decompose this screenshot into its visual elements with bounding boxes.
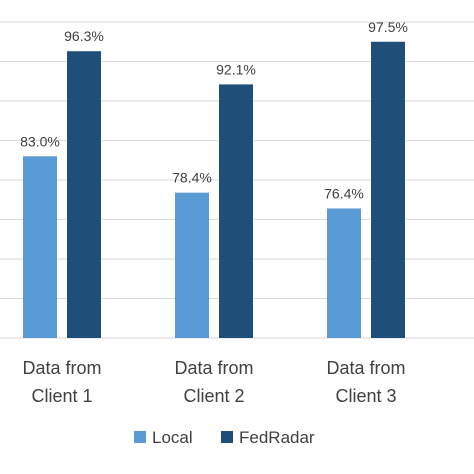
legend-label: FedRadar bbox=[239, 428, 315, 447]
bar bbox=[67, 51, 101, 338]
bar bbox=[219, 84, 253, 338]
bar bbox=[23, 156, 57, 338]
legend-swatch bbox=[134, 431, 146, 443]
value-label: 92.1% bbox=[216, 61, 256, 77]
value-label: 78.4% bbox=[172, 170, 212, 186]
bar bbox=[371, 41, 405, 338]
x-tick-label: Data from Client 1 bbox=[22, 358, 102, 406]
bar bbox=[327, 208, 361, 338]
x-tick-label: Data from Client 3 bbox=[326, 358, 406, 406]
legend-swatch bbox=[221, 431, 233, 443]
x-tick-label: Data from Client 2 bbox=[174, 358, 254, 406]
value-label: 97.5% bbox=[368, 19, 408, 35]
value-label: 76.4% bbox=[324, 185, 364, 201]
value-label: 96.3% bbox=[64, 28, 104, 44]
value-label: 83.0% bbox=[20, 133, 60, 149]
bar bbox=[175, 192, 209, 338]
legend-label: Local bbox=[152, 428, 193, 447]
